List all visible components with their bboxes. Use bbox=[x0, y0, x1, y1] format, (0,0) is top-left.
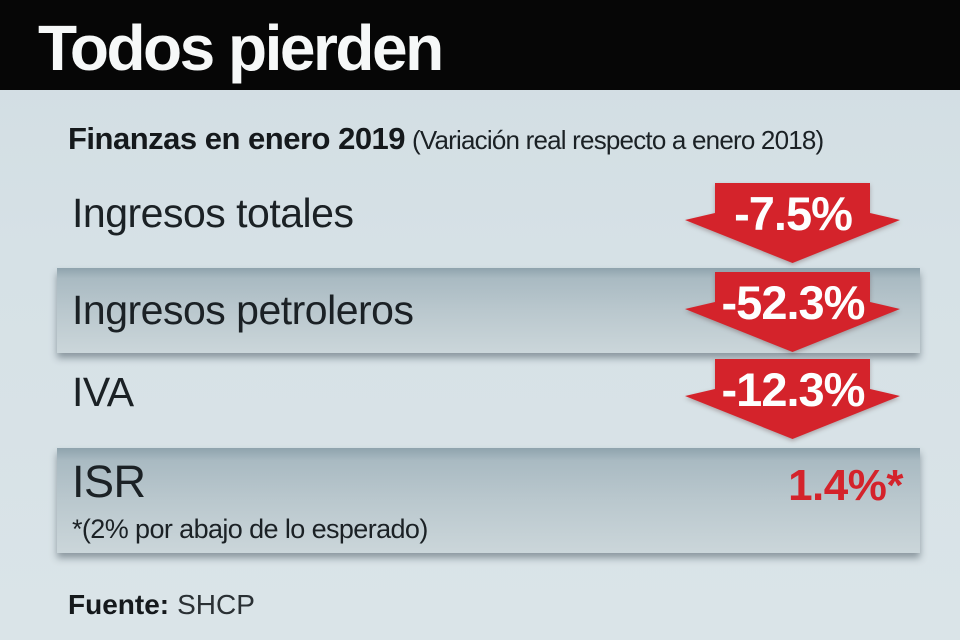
source-label: Fuente: bbox=[68, 589, 170, 620]
down-arrow-shape bbox=[685, 183, 900, 263]
source-line: Fuente: SHCP bbox=[68, 589, 255, 621]
source-value: SHCP bbox=[177, 589, 255, 620]
title-banner: Todos pierden bbox=[0, 0, 960, 90]
down-arrow-shape bbox=[685, 272, 900, 352]
subtitle-title: Finanzas en enero 2019 bbox=[68, 121, 406, 156]
row-label-isr: ISR bbox=[72, 456, 146, 507]
page-title: Todos pierden bbox=[38, 12, 444, 84]
row-label-ingresos-petroleros: Ingresos petroleros bbox=[72, 287, 414, 333]
row-value-isr: 1.4%* bbox=[788, 461, 903, 510]
down-arrow-icon: -52.3% bbox=[685, 272, 900, 352]
row-label-iva: IVA bbox=[72, 369, 134, 415]
subtitle-note: (Variación real respecto a enero 2018) bbox=[412, 125, 824, 155]
subtitle: Finanzas en enero 2019 (Variación real re… bbox=[68, 121, 824, 157]
down-arrow-icon: -12.3% bbox=[685, 359, 900, 439]
row-value-iva: -12.3% bbox=[722, 363, 865, 416]
row-band-isr bbox=[57, 448, 920, 553]
isr-footnote: *(2% por abajo de lo esperado) bbox=[72, 514, 428, 544]
row-label-ingresos-totales: Ingresos totales bbox=[72, 190, 354, 236]
down-arrow-icon: -7.5% bbox=[685, 183, 900, 263]
row-value-ingresos-petroleros: -52.3% bbox=[722, 276, 865, 329]
down-arrow-shape bbox=[685, 359, 900, 439]
row-value-ingresos-totales: -7.5% bbox=[734, 187, 852, 240]
